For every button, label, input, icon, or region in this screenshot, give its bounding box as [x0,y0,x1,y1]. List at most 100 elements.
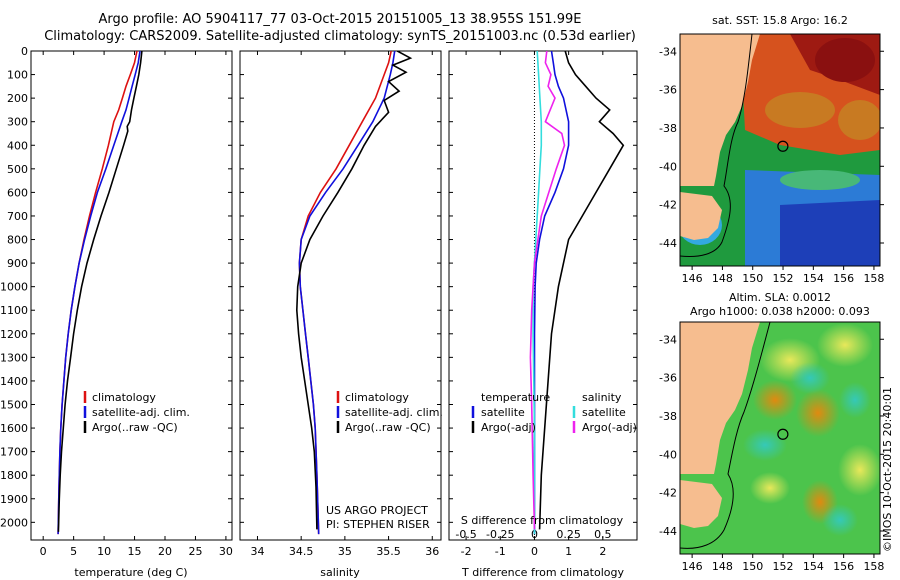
y-tick-label: 600 [7,186,28,199]
legend-label-satellite: satellite-adj. clim. [92,406,190,419]
sst-map-title: sat. SST: 15.8 Argo: 16.2 [712,14,848,27]
figure-title-line1: Argo profile: AO 5904117_77 03-Oct-2015 … [98,12,582,27]
legend-label-t-satellite: satellite [481,406,525,419]
temperature-legend: climatology satellite-adj. clim. Argo(..… [83,391,190,434]
map-y-tick-label: -36 [659,372,677,385]
y-tick-label: 1300 [0,351,28,364]
series-group [57,51,143,535]
x-tick-label: 2 [599,545,606,558]
map-y-tick-label: -42 [659,487,677,500]
sla-low-blob [822,504,858,536]
sst-map-frame [679,33,881,267]
x-top-tick-label: -0.5 [455,528,476,541]
x-tick-label: 30 [219,545,233,558]
legend-label-t-argo: Argo(-adj) [481,421,536,434]
sla-high-blob [838,444,880,496]
series-line-satellite [533,51,570,535]
series-line-argo-adj- [529,51,566,530]
map-x-tick-label: 158 [863,560,884,573]
x-axis-label: temperature (deg C) [74,566,187,579]
x-tick-label: 1 [565,545,572,558]
sla-map-title-line2: Argo h1000: 0.038 h2000: 0.093 [690,305,870,318]
x-tick-label: 0 [531,545,538,558]
sst-map-axes: 146 148 150 152 154 156 158 -34 -36 -38 -40 -42 -44 [659,45,884,285]
sla-mainland-land [680,322,760,474]
series-line-satellite [532,51,543,535]
y-tick-label: 2000 [0,516,28,529]
x-tick-label: 34.5 [289,545,314,558]
map-y-tick-label: -40 [659,160,677,173]
series-line-argo-raw-qc- [57,51,143,532]
map-y-tick-label: -44 [659,237,677,250]
sst-hot-core [815,38,875,82]
sla-low-blob [743,429,787,461]
sst-cold-region [780,200,880,266]
salinity-legend: climatology satellite-adj. clim. Argo(..… [336,391,443,434]
legend-label-s-satellite: satellite [582,406,626,419]
map-y-tick-label: -40 [659,448,677,461]
map-y-tick-label: -42 [659,199,677,212]
sst-contour-line [680,34,753,257]
y-tick-label: 1200 [0,328,28,341]
map-y-tick-label: -36 [659,84,677,97]
x-tick-label: -1 [495,545,506,558]
salinity-panel: 34 34.5 35 35.5 36 salinity [239,50,442,579]
sla-high-blob [753,380,797,420]
y-tick-label: 300 [7,116,28,129]
pi-label: PI: STEPHEN RISER [326,518,430,531]
temperature-panel: 0 5 10 15 20 25 300100200300400500600700800900… [0,45,233,579]
x-tick-label: 15 [128,545,142,558]
sla-high-blob [796,389,840,437]
sst-tasmania-land [680,192,722,240]
x-tick-label: 5 [70,545,77,558]
sla-argo-position-marker [777,428,789,440]
y-tick-label: 900 [7,257,28,270]
y-tick-label: 700 [7,210,28,223]
sst-orange-patch [838,100,880,140]
y-tick-label: 1000 [0,281,28,294]
series-line-satellite-adj-clim- [298,51,396,535]
sst-mainland-land [680,34,760,186]
legend-header-salinity: salinity [582,391,622,404]
x-top-tick-label: 0.5 [594,528,612,541]
x-axis-label: T difference from climatology [461,566,624,579]
plot-frame [30,50,233,541]
x-tick-label: 10 [97,545,111,558]
x-top-tick-label: 0.25 [556,528,581,541]
sla-tasmania-land [680,480,722,528]
sla-high-blob [817,323,873,367]
map-x-tick-label: 150 [742,560,763,573]
map-x-tick-label: 154 [803,272,824,285]
sst-mid-band [780,170,860,190]
y-tick-label: 800 [7,234,28,247]
sla-map-axes: 146 148 150 152 154 156 158 -34 -36 -38 -40 -42 -44 [659,333,884,573]
map-x-tick-label: 150 [742,272,763,285]
legend-label-argo: Argo(..raw -QC) [92,421,178,434]
map-x-tick-label: 154 [803,560,824,573]
series-group [295,51,413,535]
map-x-tick-label: 148 [712,560,733,573]
sst-map [680,34,880,266]
map-x-tick-label: 158 [863,272,884,285]
x-tick-label: -2 [461,545,472,558]
map-x-tick-label: 152 [773,272,794,285]
series-line-argo-adj- [538,51,625,530]
sla-low-blob [839,382,871,418]
series-line-argo-raw-qc- [295,51,413,530]
y-tick-label: 1400 [0,375,28,388]
difference-legend: temperature satellite Argo(-adj) salinit… [471,391,637,434]
y-tick-label: 400 [7,139,28,152]
x-tick-label: 20 [158,545,172,558]
sla-map [680,322,880,554]
credit-label: ©IMOS 10-Oct-2015 20:40:01 [881,387,894,552]
figure-title-line2: Climatology: CARS2009. Satellite-adjuste… [44,29,636,44]
y-tick-label: 0 [21,45,28,58]
y-tick-label: 1800 [0,469,28,482]
map-x-tick-label: 156 [833,272,854,285]
legend-header-temperature: temperature [481,391,550,404]
map-y-tick-label: -38 [659,122,677,135]
x-tick-label: 0 [40,545,47,558]
map-y-tick-label: -34 [659,333,677,346]
y-tick-label: 1700 [0,446,28,459]
